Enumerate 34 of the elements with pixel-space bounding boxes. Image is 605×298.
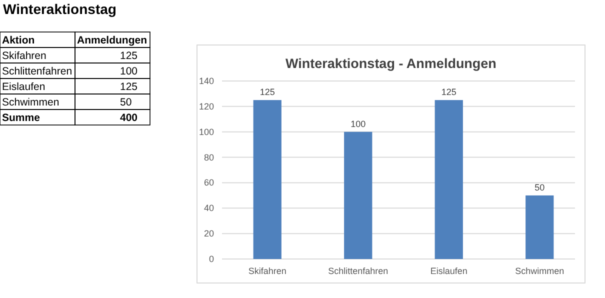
category-label: Eislaufen [2, 81, 46, 93]
text: Aktion [2, 34, 35, 46]
y-tick-label: 80 [204, 152, 214, 162]
category-label: Schwimmen [2, 96, 60, 108]
y-tick-label: 40 [204, 203, 214, 214]
y-tick-label: 100 [198, 126, 214, 137]
x-tick-label: Skifahren [248, 266, 286, 276]
y-tick-label: 0 [208, 254, 214, 264]
bar [344, 132, 372, 259]
text: 400 [120, 112, 138, 124]
bar [434, 100, 463, 259]
y-tick-label: 120 [198, 101, 214, 112]
bar [526, 195, 554, 259]
y-tick-label: 140 [198, 76, 214, 86]
x-tick-label: Schlittenfahren [328, 266, 388, 276]
y-tick-label: 20 [204, 228, 214, 239]
chart-title: Winteraktionstag - Anmeldungen [286, 56, 496, 71]
x-tick-label: Eislaufen [430, 266, 468, 276]
data-label: 50 [534, 182, 545, 192]
category-label: Skifahren [2, 50, 47, 62]
data-label: 125 [120, 81, 138, 93]
data-label: 50 [120, 96, 132, 108]
data-label: 125 [120, 50, 138, 62]
text: Summe [2, 112, 40, 124]
text: Anmeldungen [77, 34, 147, 46]
text: Winteraktionstag [3, 1, 116, 17]
y-tick-label: 60 [204, 178, 214, 188]
data-label: 100 [350, 118, 366, 129]
data-label: 125 [441, 87, 456, 98]
category-label: Schlittenfahren [2, 66, 72, 78]
x-tick-label: Schwimmen [515, 266, 564, 276]
bar [253, 100, 282, 259]
data-label: 100 [120, 66, 138, 78]
data-label: 125 [260, 87, 275, 98]
